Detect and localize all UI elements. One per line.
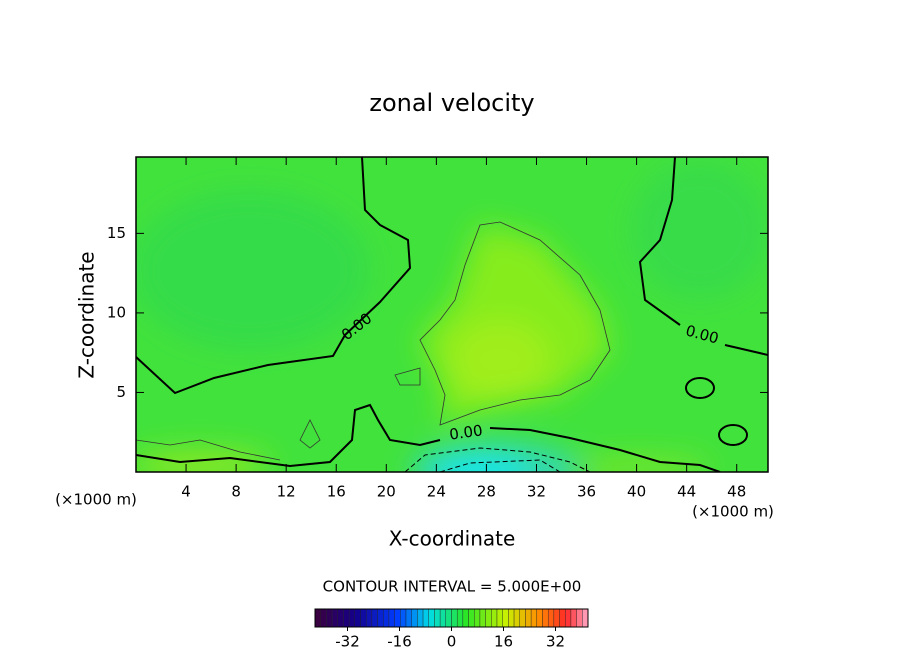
colorbar-cell: [519, 608, 526, 628]
colorbar-cell: [337, 608, 344, 628]
colorbar-cell: [451, 608, 458, 628]
colorbar-tick-label: 32: [546, 633, 565, 651]
colorbar-tick-label: -16: [387, 633, 412, 651]
colorbar-cell: [570, 608, 577, 628]
colorbar-tick-label: -32: [335, 633, 360, 651]
x-tick-label: 12: [277, 483, 296, 501]
x-tick-label: 32: [527, 483, 546, 501]
colorbar-cell: [326, 608, 333, 628]
colorbar-cell: [371, 608, 378, 628]
colorbar-cell: [582, 608, 589, 628]
x-unit-label: (×1000 m): [692, 503, 774, 521]
colorbar-cell: [388, 608, 395, 628]
colorbar-cell: [508, 608, 515, 628]
colorbar-cell: [496, 608, 503, 628]
y-tick-label: 5: [116, 383, 126, 401]
colorbar-cell: [445, 608, 452, 628]
x-axis-label: X-coordinate: [389, 527, 516, 551]
colorbar-cell: [394, 608, 401, 628]
contour-line: [136, 403, 721, 472]
colorbar-tick-label: 0: [447, 633, 457, 651]
colorbar-cell: [462, 608, 469, 628]
colorbar-cell: [525, 608, 532, 628]
colorbar-cell: [417, 608, 424, 628]
colorbar-cell: [485, 608, 492, 628]
x-tick-label: 8: [231, 483, 241, 501]
y-axis-label: Z-coordinate: [75, 251, 99, 378]
colorbar-cell: [331, 608, 338, 628]
colorbar-cell: [576, 608, 583, 628]
colorbar-cell: [439, 608, 447, 628]
colorbar-cell: [542, 608, 549, 628]
colorbar-cell: [491, 608, 498, 628]
colorbar-cell: [474, 608, 481, 628]
plot-frame: [135, 156, 769, 473]
colorbar-cell: [553, 608, 560, 628]
y-tick-label: 15: [107, 224, 126, 242]
colorbar-cell: [428, 608, 435, 628]
x-tick-label: 20: [377, 483, 396, 501]
x-tick-label: 24: [427, 483, 446, 501]
x-tick-label: 28: [477, 483, 496, 501]
x-unit-label: (×1000 m): [55, 491, 137, 509]
x-tick-label: 16: [327, 483, 346, 501]
colorbar-tick-label: 16: [494, 633, 513, 651]
contour-line: [718, 424, 748, 446]
contour-line: [439, 459, 561, 472]
colorbar-cell: [536, 608, 543, 628]
contour-line: [638, 157, 768, 356]
colorbar-cell: [559, 608, 566, 628]
colorbar-cell: [411, 608, 418, 628]
colorbar-cell: [354, 608, 361, 628]
colorbar-cell: [479, 608, 486, 628]
chart-title: zonal velocity: [369, 89, 534, 117]
colorbar-cell: [422, 608, 429, 628]
contour-line: [404, 447, 591, 472]
colorbar-cell: [565, 608, 572, 628]
colorbar-cell: [377, 608, 384, 628]
colorbar-cell: [456, 608, 464, 628]
contour-line: [419, 221, 611, 426]
colorbar-cell: [405, 608, 412, 628]
x-tick-label: 36: [577, 483, 596, 501]
x-tick-label: 48: [727, 483, 746, 501]
colorbar-cell: [360, 608, 367, 628]
contour-line: [136, 157, 412, 395]
field: [136, 157, 768, 472]
contour-line: [685, 377, 715, 399]
colorbar-cell: [320, 608, 327, 628]
contour-line: [136, 367, 421, 461]
colorbar-cell: [383, 608, 390, 628]
colorbar-cell: [502, 608, 509, 628]
colorbar-cell: [468, 608, 475, 628]
x-tick-label: 40: [627, 483, 646, 501]
x-tick-label: 4: [181, 483, 191, 501]
colorbar-cell: [513, 608, 520, 628]
contour-interval: CONTOUR INTERVAL = 5.000E+00: [323, 578, 582, 596]
colorbar-cell: [348, 608, 356, 628]
colorbar-cell: [547, 608, 555, 628]
colorbar-cell: [400, 608, 407, 628]
colorbar-cell: [530, 608, 538, 628]
y-tick-label: 10: [107, 303, 126, 321]
x-tick-label: 44: [677, 483, 696, 501]
contour-label: 0.00: [448, 421, 484, 443]
colorbar-cell: [343, 608, 350, 628]
colorbar-cell: [434, 608, 441, 628]
colorbar-cell: [365, 608, 373, 628]
colorbar-cell: [314, 608, 321, 628]
